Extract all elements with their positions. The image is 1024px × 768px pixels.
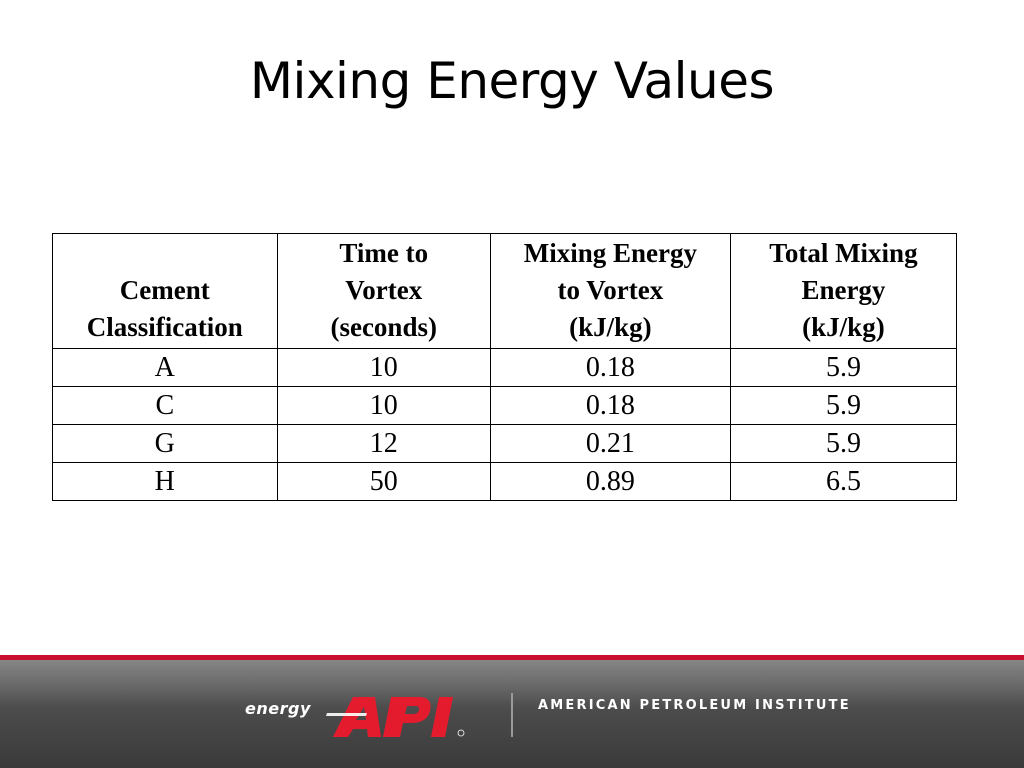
cell-mixing-energy: 0.89 bbox=[489, 462, 731, 501]
footer-divider bbox=[511, 693, 513, 737]
cell-mixing-energy: 0.18 bbox=[489, 348, 731, 387]
table-row: C 10 0.18 5.9 bbox=[52, 386, 958, 425]
mixing-energy-table: Cement Classification Time to Vortex (se… bbox=[52, 233, 958, 501]
header-line: Classification bbox=[86, 312, 243, 342]
header-cement-classification: Cement Classification bbox=[52, 233, 278, 349]
api-logo: energy bbox=[245, 693, 471, 743]
table-row: A 10 0.18 5.9 bbox=[52, 348, 958, 387]
cell-classification: G bbox=[52, 424, 278, 463]
header-mixing-energy-to-vortex: Mixing Energy to Vortex (kJ/kg) bbox=[489, 233, 731, 349]
header-line: Cement bbox=[119, 275, 210, 305]
footer-banner: energy AMERICAN PETROLEUM INSTITUTE bbox=[0, 655, 1024, 768]
table-row: G 12 0.21 5.9 bbox=[52, 424, 958, 463]
header-line: to Vortex bbox=[557, 275, 664, 305]
header-line: Mixing Energy bbox=[523, 238, 697, 268]
cell-time-to-vortex: 10 bbox=[276, 386, 491, 425]
header-total-mixing-energy: Total Mixing Energy (kJ/kg) bbox=[729, 233, 958, 349]
cell-total-mixing-energy: 5.9 bbox=[729, 348, 958, 387]
cell-time-to-vortex: 50 bbox=[276, 462, 491, 501]
table-row: H 50 0.89 6.5 bbox=[52, 462, 958, 501]
api-logo-mark-icon bbox=[326, 697, 465, 737]
organization-name: AMERICAN PETROLEUM INSTITUTE bbox=[538, 698, 851, 713]
cell-classification: C bbox=[52, 386, 278, 425]
cell-time-to-vortex: 10 bbox=[276, 348, 491, 387]
footer-accent-line bbox=[0, 655, 1024, 660]
header-line: Energy bbox=[801, 275, 886, 305]
header-line: (kJ/kg) bbox=[569, 312, 652, 342]
cell-mixing-energy: 0.21 bbox=[489, 424, 731, 463]
cell-classification: H bbox=[52, 462, 278, 501]
table-header-row: Cement Classification Time to Vortex (se… bbox=[52, 233, 958, 349]
cell-time-to-vortex: 12 bbox=[276, 424, 491, 463]
header-line: Total Mixing bbox=[769, 238, 918, 268]
cell-mixing-energy: 0.18 bbox=[489, 386, 731, 425]
header-line: (seconds) bbox=[330, 312, 437, 342]
header-line: Time to bbox=[339, 238, 429, 268]
header-line: Vortex bbox=[345, 275, 423, 305]
header-line: (kJ/kg) bbox=[802, 312, 885, 342]
cell-total-mixing-energy: 5.9 bbox=[729, 424, 958, 463]
cell-total-mixing-energy: 6.5 bbox=[729, 462, 958, 501]
cell-total-mixing-energy: 5.9 bbox=[729, 386, 958, 425]
logo-energy-text: energy bbox=[245, 699, 311, 718]
slide-title: Mixing Energy Values bbox=[249, 52, 775, 110]
header-time-to-vortex: Time to Vortex (seconds) bbox=[276, 233, 491, 349]
cell-classification: A bbox=[52, 348, 278, 387]
